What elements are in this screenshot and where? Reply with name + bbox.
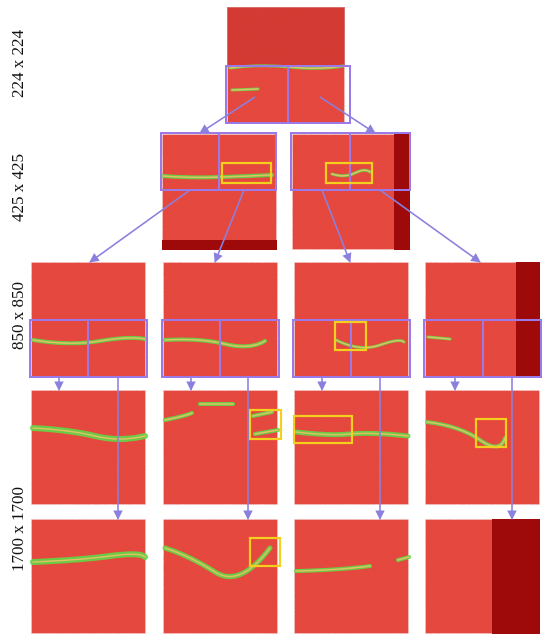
tile-425-right-dark-region [394, 134, 410, 250]
lesion-850-1-core [32, 337, 146, 345]
lesion-1700a-2d-core [254, 429, 279, 435]
arrow-425r-to-850-3 [321, 189, 352, 263]
arrow-224-to-425-right [319, 96, 376, 134]
tile-1700a-3-texture [294, 390, 409, 505]
lesion-1700a-2c-core [252, 411, 273, 417]
highlight-1700a-2 [248, 408, 283, 441]
lesion-224-b-core [231, 88, 259, 91]
tile-1700a-2-texture [163, 390, 278, 505]
lesion-1700b-3a-core [295, 565, 371, 572]
highlight-850-3 [333, 320, 368, 352]
highlight-1700a-3 [292, 414, 354, 445]
lesion-1700a-4-core [426, 421, 506, 448]
arrow-224-to-425-left [199, 96, 256, 134]
lesion-850-3-core [335, 339, 405, 349]
highlight-1700a-4 [474, 417, 508, 449]
lesion-1700a-1-core [32, 427, 146, 440]
highlight-1700b-2 [248, 536, 282, 568]
tile-1700b-4-dark-region [492, 519, 540, 634]
tile-425-left-dark-strip [162, 240, 277, 250]
arrow-425r-to-850-4 [379, 189, 481, 263]
arrow-425l-to-850-1 [89, 189, 191, 263]
lesion-1700a-2a-core [164, 412, 193, 421]
tile-1700a-1-texture [31, 390, 146, 505]
lesion-425-right-core [331, 169, 371, 177]
highlight-425-right [324, 161, 374, 185]
lesion-850-4-core [427, 336, 451, 340]
tile-1700b-1-texture [31, 519, 146, 634]
tile-1700b-3-texture [294, 519, 409, 634]
lesion-1700b-1-core [32, 553, 146, 563]
lesion-1700a-3-core [295, 431, 409, 437]
lesion-1700b-3b-core [397, 556, 410, 561]
arrow-425l-to-850-2 [213, 189, 245, 263]
highlight-425-left [220, 161, 273, 185]
lesion-850-2-core [164, 338, 266, 348]
tile-224-upper-shade [227, 7, 345, 65]
